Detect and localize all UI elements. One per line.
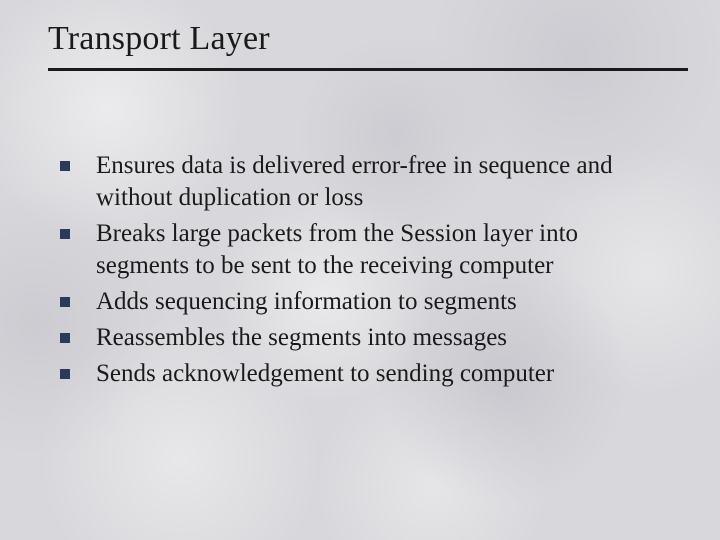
bullet-text: Adds sequencing information to segments (96, 286, 517, 318)
bullet-list: Ensures data is delivered error-free in … (60, 150, 680, 394)
title-area: Transport Layer (48, 20, 690, 71)
slide-title: Transport Layer (48, 20, 690, 58)
square-bullet-icon (60, 369, 70, 379)
bullet-text: Reassembles the segments into messages (96, 322, 507, 354)
list-item: Sends acknowledgement to sending compute… (60, 358, 680, 390)
list-item: Ensures data is delivered error-free in … (60, 150, 680, 214)
title-underline (48, 68, 688, 71)
bullet-text: Ensures data is delivered error-free in … (96, 150, 656, 214)
bullet-text: Breaks large packets from the Session la… (96, 218, 656, 282)
square-bullet-icon (60, 333, 70, 343)
square-bullet-icon (60, 161, 70, 171)
square-bullet-icon (60, 229, 70, 239)
bullet-text: Sends acknowledgement to sending compute… (96, 358, 554, 390)
list-item: Adds sequencing information to segments (60, 286, 680, 318)
list-item: Reassembles the segments into messages (60, 322, 680, 354)
square-bullet-icon (60, 297, 70, 307)
list-item: Breaks large packets from the Session la… (60, 218, 680, 282)
